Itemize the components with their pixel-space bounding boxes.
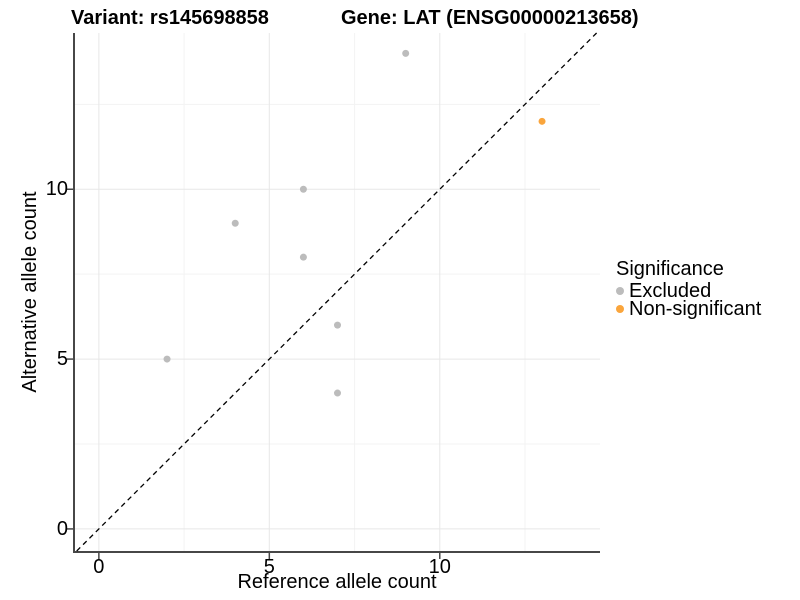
plot-title-gene: Gene: LAT (ENSG00000213658) bbox=[341, 7, 639, 29]
legend-item-label: Non-significant bbox=[629, 298, 762, 320]
legend-item-label: Excluded bbox=[629, 280, 712, 302]
data-point-excluded bbox=[299, 253, 307, 261]
identity-line bbox=[76, 32, 598, 552]
x-tick-label: 0 bbox=[93, 556, 105, 578]
x-tick-label: 5 bbox=[263, 556, 275, 578]
data-point-excluded bbox=[299, 185, 307, 193]
legend-item-excluded: Excluded bbox=[616, 280, 761, 302]
data-point-excluded bbox=[402, 49, 410, 57]
x-axis-title: Reference allele count bbox=[237, 571, 437, 593]
legend-dot-icon bbox=[616, 287, 624, 295]
data-point-excluded bbox=[334, 389, 341, 397]
x-tick-label: 10 bbox=[428, 556, 451, 578]
legend: Significance Excluded Non-significant bbox=[616, 258, 762, 320]
legend-title: Significance bbox=[616, 258, 724, 280]
y-tick-label: 10 bbox=[45, 178, 68, 201]
data-point-excluded bbox=[334, 321, 341, 329]
plot-canvas bbox=[67, 32, 600, 559]
legend-dot-icon bbox=[616, 305, 624, 313]
plot-title-variant: Variant: rs145698858 bbox=[71, 7, 269, 29]
y-tick-label: 5 bbox=[56, 348, 68, 371]
y-tick-label: 0 bbox=[56, 517, 68, 540]
legend-items: Excluded Non-significant bbox=[616, 280, 762, 320]
data-point-excluded bbox=[231, 219, 239, 227]
legend-item-non-significant: Non-significant bbox=[616, 298, 762, 320]
data-point-non-significant bbox=[538, 117, 546, 125]
plot-panel bbox=[67, 32, 600, 559]
data-point-excluded bbox=[163, 355, 171, 363]
